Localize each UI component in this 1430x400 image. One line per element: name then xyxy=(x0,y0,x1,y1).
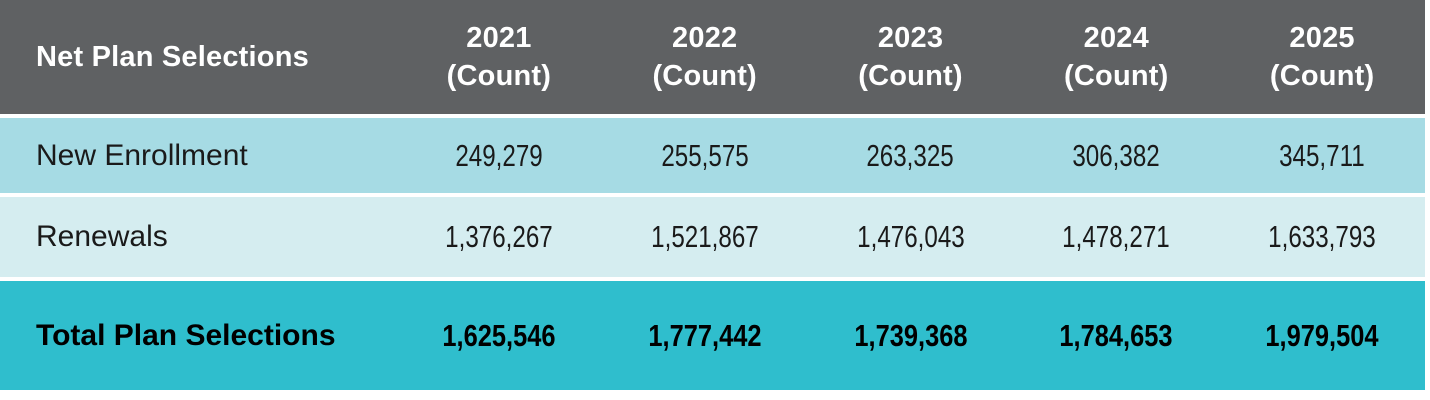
row-label-renewals: Renewals xyxy=(0,197,396,281)
cell-new-enrollment-2023: 263,325 xyxy=(807,118,1014,197)
cell-total-2024: 1,784,653 xyxy=(1013,281,1220,390)
column-year-2021: 2021 xyxy=(466,22,532,54)
value-text: 1,739,368 xyxy=(853,317,968,353)
value-text: 249,279 xyxy=(455,137,543,173)
value-text: 1,376,267 xyxy=(445,219,553,254)
column-unit-2022: (Count) xyxy=(652,60,757,92)
column-header-2021: 2021 (Count) xyxy=(396,0,602,118)
value-text: 306,382 xyxy=(1072,137,1160,173)
cell-total-2023: 1,739,368 xyxy=(807,281,1014,390)
row-label-new-enrollment: New Enrollment xyxy=(0,118,396,197)
value-text: 1,784,653 xyxy=(1059,317,1173,353)
column-header-2022: 2022 (Count) xyxy=(601,0,808,118)
value-text: 1,979,504 xyxy=(1265,317,1379,353)
row-total-plan-selections: Total Plan Selections 1,625,546 1,777,44… xyxy=(0,281,1425,390)
cell-renewals-2022: 1,521,867 xyxy=(601,197,808,281)
table-title: Net Plan Selections xyxy=(0,0,396,118)
cell-new-enrollment-2022: 255,575 xyxy=(601,118,808,197)
cell-renewals-2025: 1,633,793 xyxy=(1219,197,1425,281)
column-unit-2021: (Count) xyxy=(446,60,552,92)
header-row: Net Plan Selections 2021 (Count) 2022 (C… xyxy=(0,0,1425,118)
row-label-total-plan-selections: Total Plan Selections xyxy=(0,281,396,390)
column-year-2022: 2022 xyxy=(672,22,738,54)
column-unit-2023: (Count) xyxy=(858,60,963,92)
value-text: 1,633,793 xyxy=(1268,219,1376,254)
value-text: 263,325 xyxy=(866,137,955,173)
cell-new-enrollment-2021: 249,279 xyxy=(396,118,602,197)
row-renewals: Renewals 1,376,267 1,521,867 1,476,043 1… xyxy=(0,197,1425,281)
cell-renewals-2023: 1,476,043 xyxy=(807,197,1014,281)
value-text: 1,521,867 xyxy=(650,219,759,254)
column-unit-2025: (Count) xyxy=(1269,60,1375,92)
column-header-2023: 2023 (Count) xyxy=(807,0,1014,118)
row-new-enrollment: New Enrollment 249,279 255,575 263,325 3… xyxy=(0,118,1425,197)
value-text: 1,476,043 xyxy=(856,219,965,254)
value-text: 1,625,546 xyxy=(442,317,556,353)
cell-renewals-2021: 1,376,267 xyxy=(396,197,602,281)
cell-total-2022: 1,777,442 xyxy=(601,281,808,390)
net-plan-selections-table: Net Plan Selections 2021 (Count) 2022 (C… xyxy=(0,0,1425,390)
column-year-2024: 2024 xyxy=(1083,22,1149,54)
column-header-2024: 2024 (Count) xyxy=(1013,0,1220,118)
value-text: 345,711 xyxy=(1279,137,1365,173)
value-text: 1,777,442 xyxy=(648,317,762,353)
value-text: 255,575 xyxy=(660,137,749,173)
cell-new-enrollment-2024: 306,382 xyxy=(1013,118,1220,197)
cell-renewals-2024: 1,478,271 xyxy=(1013,197,1220,281)
column-unit-2024: (Count) xyxy=(1064,60,1169,92)
cell-new-enrollment-2025: 345,711 xyxy=(1219,118,1425,197)
column-year-2023: 2023 xyxy=(877,22,944,54)
value-text: 1,478,271 xyxy=(1062,219,1171,254)
column-header-2025: 2025 (Count) xyxy=(1219,0,1425,118)
cell-total-2025: 1,979,504 xyxy=(1219,281,1425,390)
column-year-2025: 2025 xyxy=(1289,22,1355,54)
cell-total-2021: 1,625,546 xyxy=(396,281,602,390)
